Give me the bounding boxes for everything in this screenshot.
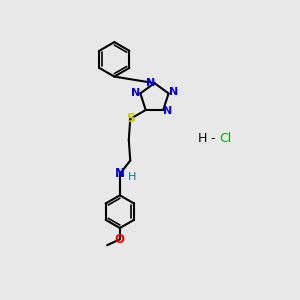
Text: Cl: Cl xyxy=(220,132,232,145)
Text: H: H xyxy=(128,172,136,182)
Text: N: N xyxy=(115,167,125,180)
Text: -: - xyxy=(210,132,215,145)
Text: S: S xyxy=(126,112,135,125)
Text: N: N xyxy=(163,106,172,116)
Text: N: N xyxy=(146,77,155,88)
Text: N: N xyxy=(131,88,140,98)
Text: N: N xyxy=(169,87,178,97)
Text: H: H xyxy=(197,132,207,145)
Text: O: O xyxy=(115,233,125,246)
